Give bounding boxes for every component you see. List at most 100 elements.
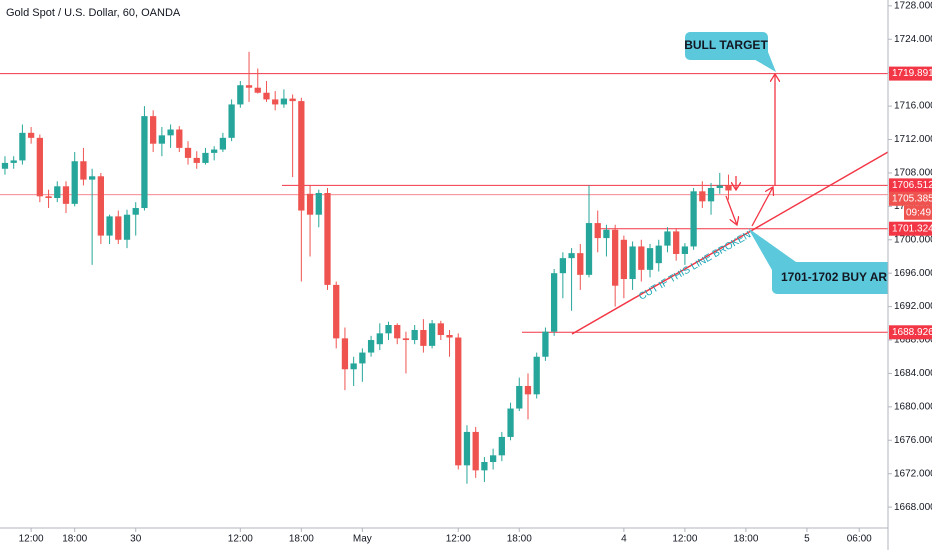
level-box <box>889 325 932 340</box>
level-label: 1719.891 <box>892 68 932 79</box>
level-box <box>889 178 932 193</box>
candle-body <box>603 229 610 239</box>
candle-body <box>376 333 383 345</box>
candle-body <box>141 116 148 209</box>
level-box <box>889 66 932 81</box>
candle-body <box>324 192 331 285</box>
candle-body <box>298 101 305 211</box>
x-tick-label: 30 <box>130 534 142 545</box>
candle-body <box>629 246 636 280</box>
y-tick-label: 1668.000 <box>894 502 932 513</box>
candle-body <box>690 191 697 247</box>
candle-body <box>489 455 497 462</box>
y-axis-panel <box>888 0 932 550</box>
x-tick-label: 12:00 <box>228 534 253 545</box>
candle-body <box>655 245 662 264</box>
y-tick-label: 1712.000 <box>894 134 932 145</box>
countdown-box <box>904 205 932 220</box>
candle-body <box>132 208 139 215</box>
candle-body <box>725 185 732 191</box>
candle-body <box>385 324 392 334</box>
candle-body <box>106 216 113 236</box>
candle-body <box>97 176 104 236</box>
y-tick-label: 1716.000 <box>894 101 932 112</box>
candle-body <box>1 162 9 169</box>
candle-body <box>664 231 671 246</box>
candle-body <box>542 331 549 357</box>
y-tick-label: 1684.000 <box>894 368 932 379</box>
candle-body <box>420 330 427 346</box>
x-tick-label: 12:00 <box>446 534 471 545</box>
candle-body <box>36 137 43 197</box>
candle-body <box>638 246 645 270</box>
level-label: 1706.512 <box>892 180 932 191</box>
chart-title: Gold Spot / U.S. Dollar, 60, OANDA <box>6 7 181 19</box>
y-tick-label: 1672.000 <box>894 468 932 479</box>
candle-body <box>673 231 680 254</box>
x-tick-label: 12:00 <box>19 534 44 545</box>
candle-body <box>551 273 558 332</box>
candle-body <box>211 149 218 153</box>
level-label: 1688.926 <box>892 327 932 338</box>
x-tick-label: 4 <box>621 534 627 545</box>
candle-body <box>359 352 366 364</box>
candle-body <box>54 186 61 198</box>
y-tick-label: 1676.000 <box>894 435 932 446</box>
candle-body <box>184 147 192 158</box>
candle-body <box>620 239 628 280</box>
candle-body <box>45 196 52 198</box>
candle-body <box>498 436 505 456</box>
y-tick-label: 1708.000 <box>894 168 932 179</box>
candle-body <box>612 229 619 286</box>
candle-body <box>594 223 601 239</box>
level-box <box>889 221 932 236</box>
candle-body <box>315 192 322 215</box>
candle-body <box>481 462 488 471</box>
candle-body <box>272 99 279 105</box>
candle-body <box>394 324 401 339</box>
candle-body <box>193 157 200 163</box>
callout-label: 1701-1702 BUY AREA <box>781 270 904 284</box>
candle-body <box>516 385 523 409</box>
x-tick-label: 12:00 <box>672 534 697 545</box>
candle-body <box>367 340 375 353</box>
candle-body <box>577 253 584 275</box>
candle-body <box>428 323 436 346</box>
callout-box <box>772 262 907 294</box>
candle-body <box>150 116 157 144</box>
candle-body <box>559 258 566 274</box>
levels <box>0 73 888 333</box>
candle-body <box>71 161 78 204</box>
candle-body <box>446 335 453 338</box>
x-axis-panel <box>0 528 932 550</box>
candle-body <box>115 216 122 240</box>
candle-body <box>245 85 253 88</box>
candle-body <box>646 248 654 270</box>
candle-body <box>707 187 715 202</box>
x-tick-label: 06:00 <box>847 534 872 545</box>
y-tick-label: 1692.000 <box>894 301 932 312</box>
current-price-box <box>889 191 932 206</box>
candle-body <box>27 132 35 138</box>
x-tick-label: 18:00 <box>733 534 758 545</box>
candle-body <box>123 214 131 240</box>
candle-body <box>228 104 235 138</box>
candle-body <box>167 129 174 136</box>
current-price-label: 1705.385 <box>892 193 932 204</box>
candle-body <box>507 408 514 437</box>
candle-body <box>341 338 349 370</box>
candle-body <box>533 356 540 395</box>
candle-body <box>472 431 479 471</box>
y-tick-label: 1680.000 <box>894 402 932 413</box>
y-tick-label: 1700.000 <box>894 234 932 245</box>
trendline <box>571 151 889 335</box>
candle-body <box>62 186 70 204</box>
candle-body <box>437 323 444 336</box>
candle-body <box>350 363 357 370</box>
candle-body <box>202 152 209 163</box>
y-tick-label: 1728.000 <box>894 0 932 11</box>
candle-body <box>280 98 288 105</box>
x-tick-label: 18:00 <box>62 534 87 545</box>
